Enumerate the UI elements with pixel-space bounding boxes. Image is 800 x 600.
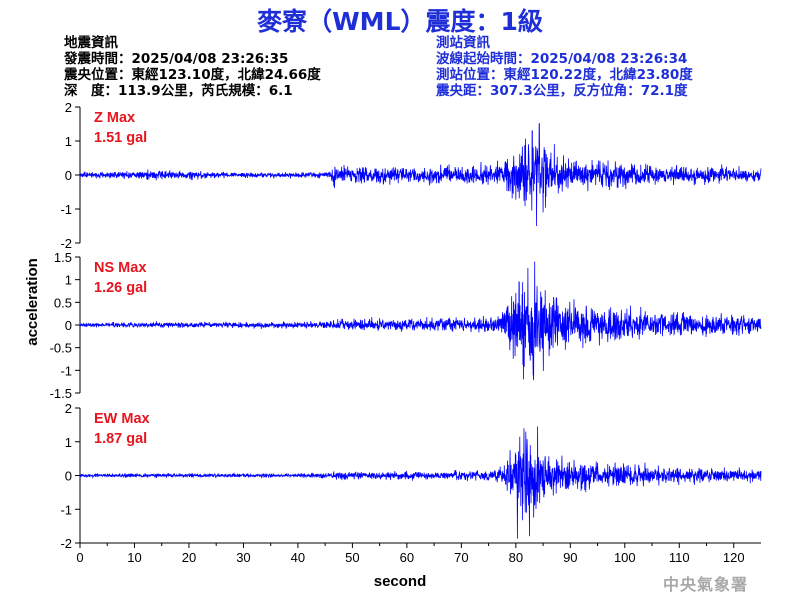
y-tick-label: 0 [65,168,72,183]
y-tick-label: 0.5 [54,295,72,310]
earthquake-info-heading: 地震資訊 [64,35,118,51]
x-tick-label: 100 [614,550,636,565]
waveform-ew [79,426,762,539]
y-tick-label: -1 [60,502,72,517]
origin-time: 發震時間：2025/04/08 23:26:35 [64,51,289,67]
y-tick-label: 0 [65,469,72,484]
y-tick-label: 2 [65,100,72,115]
epicenter-location: 震央位置：東經123.10度，北緯24.66度 [64,67,321,83]
x-tick-label: 0 [76,550,83,565]
x-tick-label: 40 [291,550,305,565]
x-tick-label: 70 [454,550,468,565]
y-tick-label: -1 [60,202,72,217]
panel-z: -2 -1 0 1 2 Z Max 1.51 gal [60,100,762,251]
y-tick-label: 1 [65,134,72,149]
x-tick-label: 60 [400,550,414,565]
station-info-heading: 測站資訊 [436,35,490,51]
y-tick-label: -0.5 [50,341,72,356]
earthquake-info: 地震資訊 發震時間：2025/04/08 23:26:35 震央位置：東經123… [64,35,321,99]
depth-magnitude: 深 度：113.9公里，芮氏規模：6.1 [64,83,293,99]
x-tick-label: 10 [127,550,141,565]
x-tick-label: 110 [669,550,690,565]
y-tick-label: 1.5 [54,250,72,265]
x-tick-label: 30 [236,550,250,565]
y-axis-title: acceleration [24,258,41,346]
y-tick-label: 1 [65,273,72,288]
y-tick-label: -2 [60,536,72,551]
panel-ew: -2 -1 0 1 2 EW Max 1.87 gal [60,401,762,551]
waveform-ns [79,261,762,381]
x-tick-label: 20 [182,550,196,565]
x-tick-label: 120 [723,550,745,565]
page-title: 麥寮（WML）震度：1級 [257,7,543,36]
max-label-ns: NS Max [94,260,146,276]
max-value-z: 1.51 gal [94,130,147,146]
y-tick-label: -1 [60,363,72,378]
y-tick-label: 0 [65,318,72,333]
waveform-z [79,123,762,227]
x-axis-title: second [374,573,427,590]
agency-credit: 中央氣象署 [662,575,748,594]
epicentral-distance-azimuth: 震央距：307.3公里，反方位角：72.1度 [436,83,688,99]
x-tick-label: 50 [345,550,359,565]
y-tick-label: -2 [60,236,72,251]
waveform-start-time: 波線起始時間：2025/04/08 23:26:34 [436,51,688,67]
station-location: 測站位置：東經120.22度，北緯23.80度 [436,67,693,83]
max-value-ew: 1.87 gal [94,431,147,447]
x-tick-label: 80 [509,550,523,565]
station-info: 測站資訊 波線起始時間：2025/04/08 23:26:34 測站位置：東經1… [436,35,693,99]
max-label-z: Z Max [94,110,135,126]
max-label-ew: EW Max [94,411,150,427]
max-value-ns: 1.26 gal [94,280,147,296]
panel-ns: -1.5 -1 -0.5 0 0.5 1 1.5 NS Max 1.26 gal [50,250,762,401]
y-tick-label: 2 [65,401,72,416]
y-tick-label: -1.5 [50,386,72,401]
x-tick-label: 90 [563,550,577,565]
y-tick-label: 1 [65,435,72,450]
